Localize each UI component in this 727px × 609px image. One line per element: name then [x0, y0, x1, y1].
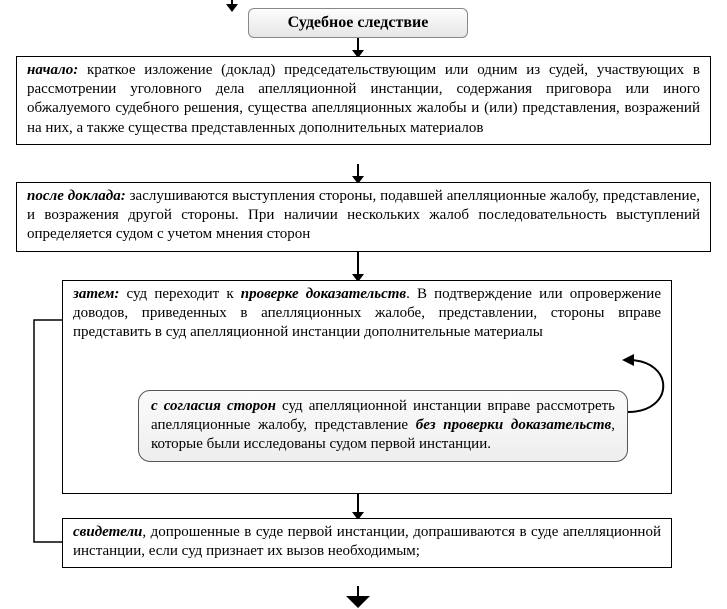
arrow-box3-to-box4: [352, 494, 364, 520]
box4-em1: свидетели: [73, 524, 142, 540]
box4-text: , допрошенные в суде первой инстанции, д…: [73, 524, 661, 559]
inner-em1: с согласия сторон: [151, 398, 276, 414]
title-box: Судебное следствие: [248, 8, 468, 38]
title-text: Судебное следствие: [288, 14, 429, 31]
box3-mid1: суд переходит к: [119, 286, 240, 302]
box-posle-doklada: после доклада: заслушиваются выступления…: [16, 182, 711, 252]
arrow-bottom-exit: [346, 586, 370, 608]
box3-em1: проверке доказательств: [241, 286, 406, 302]
arrow-box2-to-box3: [352, 252, 364, 282]
box1-text: краткое изложение (доклад) председательс…: [27, 62, 700, 136]
box2-text: заслушиваются выступления стороны, подав…: [27, 188, 700, 242]
connector-left-bracket: [26, 320, 66, 550]
box-nachalo: начало: краткое изложение (доклад) предс…: [16, 56, 711, 145]
arrow-box1-to-box2: [352, 164, 364, 184]
arrow-top-into-title: [226, 0, 238, 12]
box-svideteli: свидетели, допрошенные в суде первой инс…: [62, 518, 672, 568]
arrow-title-to-box1: [352, 38, 364, 58]
arrow-loop-right: [620, 350, 690, 420]
flowchart-canvas: Судебное следствие начало: краткое излож…: [0, 0, 727, 609]
box2-lead: после доклада:: [27, 188, 126, 204]
inner-em2: без проверки доказательств: [416, 417, 611, 433]
box-zatem-outer: затем: суд переходит к проверке доказате…: [62, 280, 672, 494]
box3-lead: затем:: [73, 286, 119, 302]
box1-lead: начало:: [27, 62, 78, 78]
box-inner-consent: с согласия сторон суд апелляционной инст…: [138, 390, 628, 462]
